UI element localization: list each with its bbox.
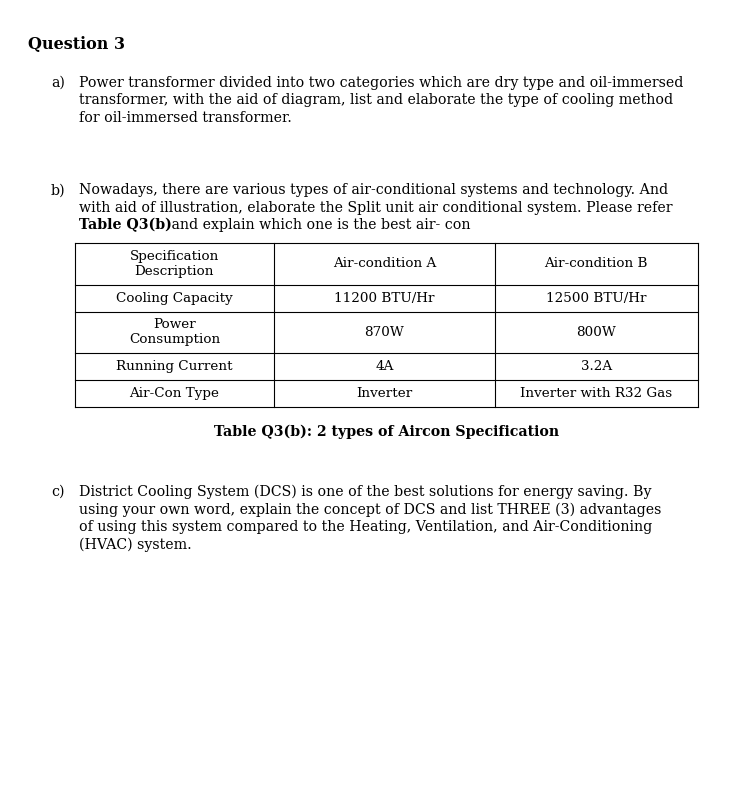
Text: 3.2A: 3.2A — [580, 360, 612, 373]
Text: Specification
Description: Specification Description — [130, 249, 219, 278]
Text: Nowadays, there are various types of air-conditional systems and technology. And: Nowadays, there are various types of air… — [79, 183, 668, 198]
Text: 11200 BTU/Hr: 11200 BTU/Hr — [334, 292, 434, 304]
Text: a): a) — [51, 76, 64, 90]
Text: transformer, with the aid of diagram, list and elaborate the type of cooling met: transformer, with the aid of diagram, li… — [79, 93, 673, 108]
Text: of using this system compared to the Heating, Ventilation, and Air-Conditioning: of using this system compared to the Hea… — [79, 520, 652, 534]
Text: c): c) — [51, 485, 64, 499]
Text: Power transformer divided into two categories which are dry type and oil-immerse: Power transformer divided into two categ… — [79, 76, 683, 90]
Text: with aid of illustration, elaborate the Split unit air conditional system. Pleas: with aid of illustration, elaborate the … — [79, 201, 672, 215]
Text: District Cooling System (DCS) is one of the best solutions for energy saving. By: District Cooling System (DCS) is one of … — [79, 485, 651, 499]
Text: and explain which one is the best air- con: and explain which one is the best air- c… — [167, 218, 471, 233]
Text: 870W: 870W — [364, 326, 404, 339]
Text: Inverter with R32 Gas: Inverter with R32 Gas — [520, 387, 672, 400]
Text: 800W: 800W — [576, 326, 616, 339]
Text: 12500 BTU/Hr: 12500 BTU/Hr — [546, 292, 646, 304]
Text: 4A: 4A — [375, 360, 394, 373]
Text: b): b) — [51, 183, 66, 198]
Text: Inverter: Inverter — [356, 387, 413, 400]
Text: using your own word, explain the concept of DCS and list THREE (3) advantages: using your own word, explain the concept… — [79, 502, 662, 516]
Text: Table Q3(b): Table Q3(b) — [79, 218, 172, 233]
Text: Air-condition B: Air-condition B — [544, 257, 648, 270]
Text: Running Current: Running Current — [116, 360, 232, 373]
Text: Air-condition A: Air-condition A — [333, 257, 436, 270]
Text: for oil-immersed transformer.: for oil-immersed transformer. — [79, 111, 292, 125]
Text: Question 3: Question 3 — [28, 36, 125, 53]
Text: Air-Con Type: Air-Con Type — [129, 387, 219, 400]
Text: Cooling Capacity: Cooling Capacity — [116, 292, 232, 304]
Text: (HVAC) system.: (HVAC) system. — [79, 537, 191, 552]
Text: Table Q3(b): 2 types of Aircon Specification: Table Q3(b): 2 types of Aircon Specifica… — [214, 425, 559, 439]
Text: Power
Consumption: Power Consumption — [129, 318, 220, 347]
